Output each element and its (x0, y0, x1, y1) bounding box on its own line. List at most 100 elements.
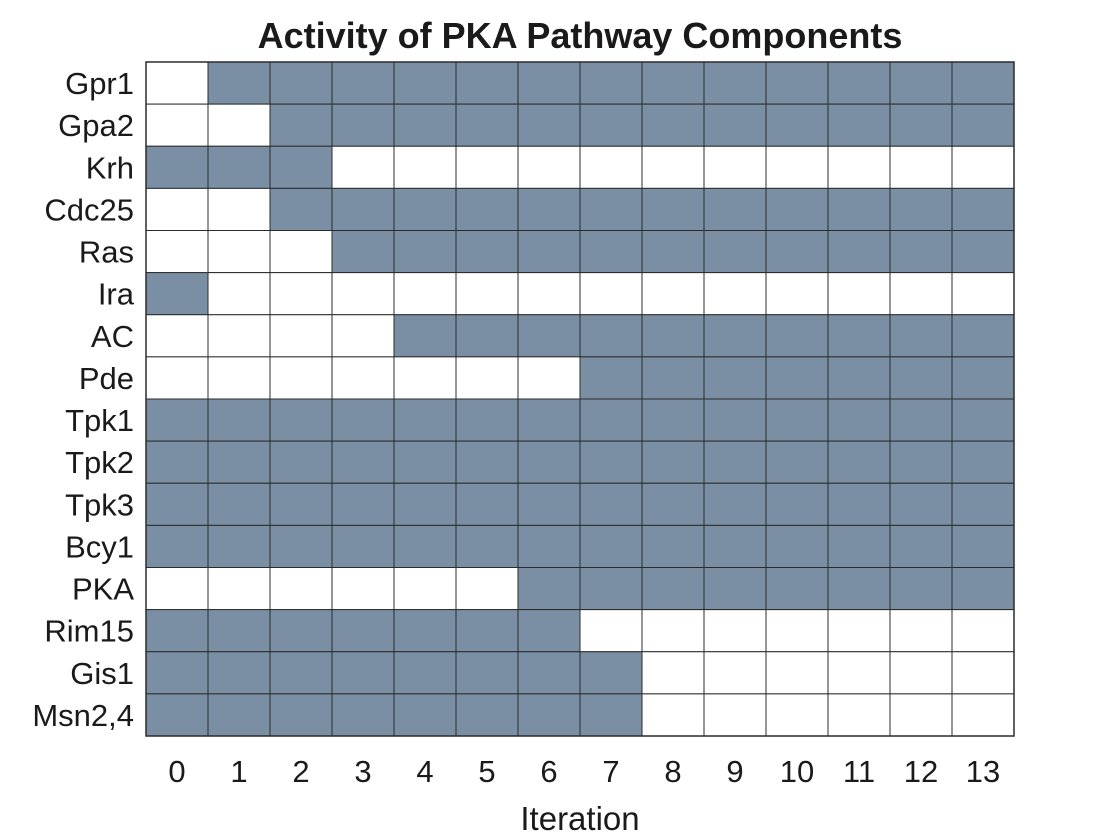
heatmap-cell (703, 145, 767, 189)
row-label: Msn2,4 (32, 698, 134, 733)
heatmap-cell (269, 314, 333, 358)
heatmap-cell (703, 524, 767, 568)
heatmap-cell (827, 651, 891, 695)
heatmap-cell (579, 693, 643, 737)
heatmap-cell (207, 314, 271, 358)
column-tick-label: 9 (726, 754, 743, 789)
heatmap-cell (765, 693, 829, 737)
heatmap-cell (455, 524, 519, 568)
heatmap-cell (455, 482, 519, 526)
heatmap-cell (207, 272, 271, 316)
heatmap-cell (703, 272, 767, 316)
heatmap-cell (889, 693, 953, 737)
row-label: Ira (98, 277, 135, 312)
heatmap-cell (827, 314, 891, 358)
heatmap-cell (145, 567, 209, 611)
heatmap-cell (455, 356, 519, 400)
heatmap-cell (455, 651, 519, 695)
heatmap-cell (579, 187, 643, 231)
heatmap-cell (455, 440, 519, 484)
heatmap-cell (951, 272, 1015, 316)
heatmap-cell (951, 230, 1015, 274)
heatmap-cell (145, 230, 209, 274)
heatmap-cell (207, 482, 271, 526)
heatmap-cell (455, 314, 519, 358)
heatmap-cell (517, 187, 581, 231)
heatmap-cell (269, 567, 333, 611)
heatmap-cell (703, 482, 767, 526)
heatmap-cell (455, 567, 519, 611)
heatmap-cell (579, 145, 643, 189)
row-label: Bcy1 (65, 529, 134, 564)
heatmap-cell (827, 103, 891, 147)
heatmap-cell (145, 145, 209, 189)
heatmap-cell (331, 61, 395, 105)
heatmap-cell (145, 187, 209, 231)
row-label: Krh (86, 150, 134, 185)
heatmap-cell (269, 145, 333, 189)
heatmap-cell (517, 440, 581, 484)
heatmap-cell (207, 230, 271, 274)
heatmap-cell (889, 398, 953, 442)
heatmap-cell (703, 230, 767, 274)
heatmap-cell (827, 482, 891, 526)
heatmap-cell (765, 524, 829, 568)
heatmap-cell (145, 61, 209, 105)
heatmap-cell (641, 145, 705, 189)
heatmap-cell (951, 567, 1015, 611)
heatmap-cell (827, 693, 891, 737)
heatmap-cell (269, 103, 333, 147)
heatmap-cell (703, 567, 767, 611)
heatmap-cell (703, 398, 767, 442)
heatmap-cell (207, 693, 271, 737)
heatmap-cell (455, 145, 519, 189)
heatmap-cell (517, 61, 581, 105)
heatmap-cell (579, 524, 643, 568)
heatmap-cell (579, 230, 643, 274)
column-tick-label: 3 (354, 754, 371, 789)
heatmap-cell (207, 187, 271, 231)
heatmap-cell (517, 272, 581, 316)
heatmap-cell (207, 609, 271, 653)
heatmap-cell (393, 145, 457, 189)
plot-border (145, 61, 1015, 737)
heatmap-cell (641, 187, 705, 231)
heatmap-cell (269, 187, 333, 231)
heatmap-cell (269, 524, 333, 568)
heatmap-cell (455, 609, 519, 653)
heatmap-cell (517, 651, 581, 695)
row-label: Gpa2 (58, 108, 134, 143)
heatmap-cell (207, 524, 271, 568)
heatmap-cell (331, 693, 395, 737)
heatmap-cell (641, 567, 705, 611)
heatmap-cell (331, 651, 395, 695)
heatmap-cell (517, 567, 581, 611)
heatmap-cell (455, 61, 519, 105)
heatmap-cell (207, 103, 271, 147)
heatmap-cell (145, 314, 209, 358)
row-label: Rim15 (44, 614, 134, 649)
heatmap-cell (889, 524, 953, 568)
heatmap-cell (889, 356, 953, 400)
heatmap-cell (207, 398, 271, 442)
column-tick-label: 12 (904, 754, 938, 789)
heatmap-cell (951, 440, 1015, 484)
heatmap-cell (145, 482, 209, 526)
heatmap-cell (641, 440, 705, 484)
column-tick-label: 1 (230, 754, 247, 789)
heatmap-cell (889, 440, 953, 484)
heatmap-cell (455, 693, 519, 737)
heatmap-cell (207, 651, 271, 695)
heatmap-cell (207, 567, 271, 611)
heatmap-cell (579, 651, 643, 695)
heatmap-cell (765, 103, 829, 147)
heatmap-cell (951, 651, 1015, 695)
heatmap-cell (951, 609, 1015, 653)
heatmap-cell (393, 187, 457, 231)
heatmap-cell (827, 187, 891, 231)
heatmap-cell (331, 145, 395, 189)
heatmap-cell (951, 693, 1015, 737)
heatmap-cell (145, 651, 209, 695)
